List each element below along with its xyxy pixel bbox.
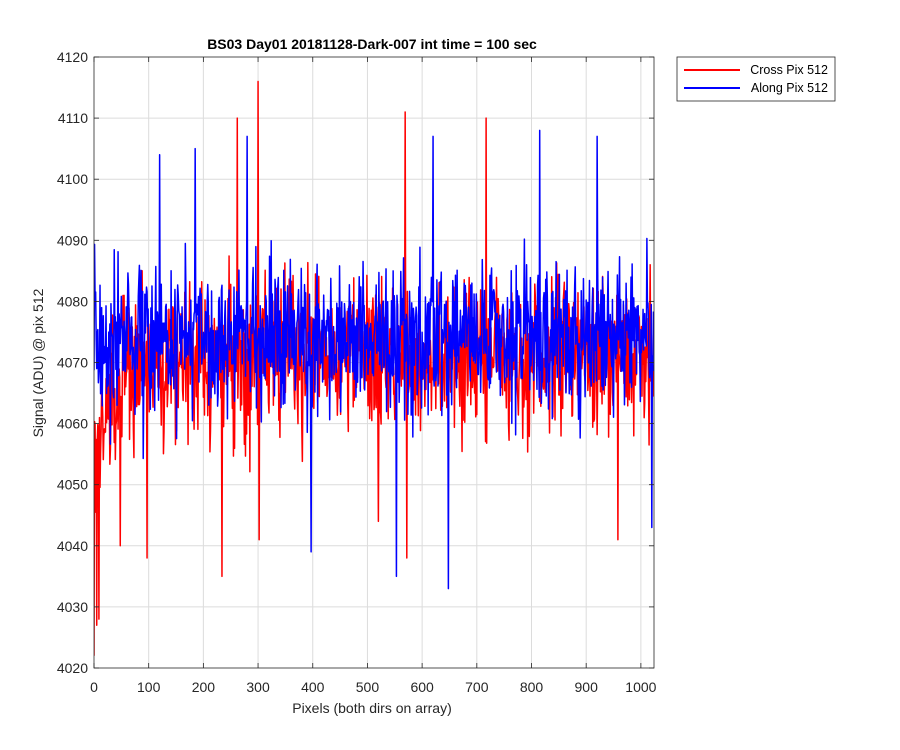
y-tick-label: 4120 bbox=[57, 49, 88, 65]
x-tick-label: 0 bbox=[90, 679, 98, 695]
x-tick-label: 100 bbox=[137, 679, 161, 695]
x-tick-label: 1000 bbox=[625, 679, 656, 695]
legend: Cross Pix 512 Along Pix 512 bbox=[676, 56, 836, 102]
x-tick-label: 300 bbox=[246, 679, 270, 695]
x-tick-label: 200 bbox=[192, 679, 216, 695]
legend-label-along: Along Pix 512 bbox=[751, 81, 828, 95]
y-tick-label: 4100 bbox=[57, 171, 88, 187]
series-line-along-pix-512 bbox=[94, 129, 654, 590]
y-tick-label: 4090 bbox=[57, 232, 88, 248]
y-tick-label: 4070 bbox=[57, 355, 88, 371]
series-layer bbox=[94, 80, 654, 656]
x-axis-label: Pixels (both dirs on array) bbox=[292, 700, 452, 716]
y-tick-label: 4020 bbox=[57, 660, 88, 676]
x-tick-label: 600 bbox=[410, 679, 434, 695]
x-tick-label: 800 bbox=[520, 679, 544, 695]
y-tick-label: 4040 bbox=[57, 538, 88, 554]
x-tick-labels: 0 100 200 300 400 500 600 700 800 900 1000 bbox=[90, 679, 657, 695]
x-tick-label: 500 bbox=[356, 679, 380, 695]
y-axis-label: Signal (ADU) @ pix 512 bbox=[30, 288, 46, 437]
y-tick-label: 4050 bbox=[57, 477, 88, 493]
ticks bbox=[93, 56, 654, 669]
x-tick-label: 400 bbox=[301, 679, 325, 695]
x-tick-label: 700 bbox=[465, 679, 489, 695]
x-tick-label: 900 bbox=[575, 679, 599, 695]
y-tick-labels: 4020 4030 4040 4050 4060 4070 4080 4090 4100 4110… bbox=[57, 49, 88, 676]
chart-title: BS03 Day01 20181128-Dark-007 int time = … bbox=[207, 36, 537, 52]
y-tick-label: 4110 bbox=[58, 110, 88, 126]
y-tick-label: 4080 bbox=[57, 293, 88, 309]
y-tick-label: 4060 bbox=[57, 416, 88, 432]
y-tick-label: 4030 bbox=[57, 599, 88, 615]
legend-box bbox=[676, 56, 836, 102]
legend-label-cross: Cross Pix 512 bbox=[750, 63, 828, 77]
